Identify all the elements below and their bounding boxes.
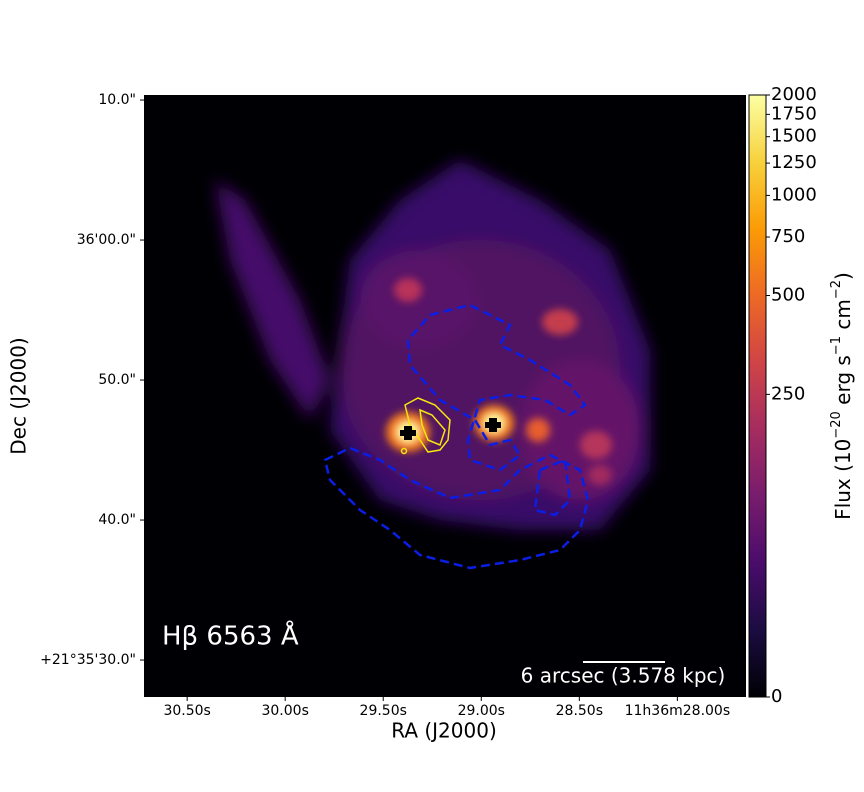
colorbar-tick-label: 250: [771, 383, 805, 404]
y-tick-label: 36'00.0": [77, 232, 136, 248]
colorbar-label-sup: −20: [829, 411, 844, 438]
x-tick-label: 29.00s: [458, 703, 505, 719]
y-axis-label: Dec (J2000): [7, 337, 31, 454]
colorbar-tick-label: 1250: [771, 152, 817, 173]
y-tick-label: +21°35'30.0": [40, 652, 136, 668]
colorbar-tick-label: 750: [771, 226, 805, 247]
image: Hβ 6563 Å 6 arcsec (3.578 kpc): [144, 95, 746, 697]
colorbar-tick-label: 1750: [771, 103, 817, 124]
colorbar-label: Flux (10−20 erg s−1 cm−2): [829, 272, 855, 520]
colorbar-label-sup: −2: [829, 280, 844, 299]
x-tick-label: 29.50s: [360, 703, 407, 719]
colorbar-tick-label: 1500: [771, 126, 817, 147]
contours-blue: [323, 303, 590, 570]
colorbar-label-part: cm: [831, 299, 855, 336]
y-tick-label: 50.0": [98, 372, 136, 388]
colorbar-tick-label: 0: [771, 686, 782, 707]
x-axis-label: RA (J2000): [391, 719, 497, 743]
scalebar-label: 6 arcsec (3.578 kpc): [521, 664, 726, 688]
y-tick-label: 10.0": [98, 92, 136, 108]
colorbar-label-part: ): [831, 272, 855, 280]
colorbar-label-part: erg s: [831, 355, 855, 411]
colorbar-tick-label: 1000: [771, 184, 817, 205]
markers: [400, 418, 501, 440]
x-tick-label: 30.00s: [261, 703, 308, 719]
y-tick-label: 40.0": [98, 512, 136, 528]
colorbar-label-part: Flux (10: [831, 439, 855, 520]
x-tick-label: 28.50s: [556, 703, 603, 719]
x-tick-label: 30.50s: [163, 703, 210, 719]
colorbar-tick-label: 2000: [771, 84, 817, 105]
colorbar: [748, 94, 767, 698]
x-tick-label: 11h36m28.00s: [625, 703, 731, 719]
colorbar-tick-label: 500: [771, 285, 805, 306]
colorbar-label-sup: −1: [829, 336, 844, 355]
annotation: Hβ 6563 Å: [162, 620, 299, 652]
